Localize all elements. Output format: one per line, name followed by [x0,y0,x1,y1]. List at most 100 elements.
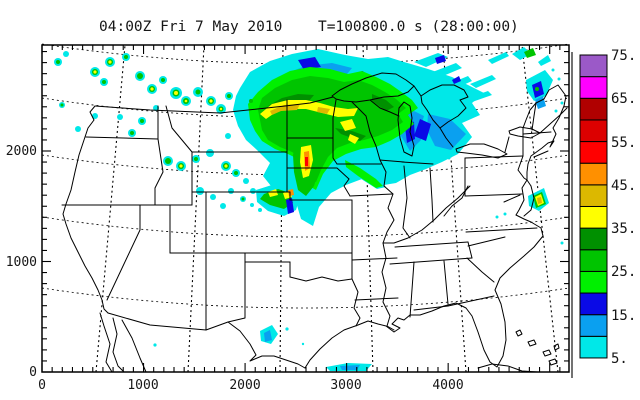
colorbar-label: 45. [611,178,636,194]
colorbar-label: 35. [611,221,636,237]
colorbar-swatch [579,270,608,294]
y-axis-labels: 0 1000 2000 [6,144,37,380]
precip-region [209,99,213,103]
colorbar-swatch [579,97,608,121]
precip-region [557,77,561,81]
x-axis-labels: 0 1000 2000 3000 4000 [38,378,464,393]
precip-region [452,76,461,84]
precip-region [447,156,451,160]
precip-region [250,203,254,207]
precip-region [102,80,106,84]
precip-region [250,188,256,194]
precip-region [512,47,531,60]
colorbar-label: 25. [611,264,636,280]
colorbar-swatch [579,162,608,186]
precip-region [488,52,509,64]
x-tick-label: 1000 [127,378,158,393]
precip-region [537,197,542,204]
precip-region [560,241,564,245]
precip-region [285,327,289,331]
plot-title-time: 04:00Z Fri 7 May 2010 [99,19,282,35]
colorbar-label: 15. [611,308,636,324]
colorbar-swatch [579,76,608,99]
colorbar-swatches [579,54,608,359]
precip-region [399,131,403,135]
precip-region [224,164,228,168]
precip-region [161,78,165,82]
precip-region [220,203,226,209]
precip-region [194,157,198,161]
x-tick-label: 3000 [330,378,361,393]
precip-region [444,76,472,91]
colorbar-swatch [579,184,608,207]
precip-region [340,119,356,131]
precip-region [435,55,446,64]
precip-region [243,178,249,184]
precip-region [348,134,359,144]
precip-region [268,189,278,197]
precip-region [258,208,262,212]
colorbar-swatch [579,227,608,251]
colorbar-label: 65. [611,91,636,107]
colorbar-swatch [579,119,608,143]
precip-region [554,109,558,113]
precip-region [286,198,294,214]
precip-region [305,157,308,166]
colorbar-swatch [579,335,608,359]
colorbar-label: 5. [611,351,628,367]
colorbar-swatch [579,205,608,229]
precip-region [153,343,157,347]
colorbar-swatch [579,314,608,337]
precip-region [225,133,231,139]
y-tick-label: 1000 [6,255,37,270]
precip-region [470,75,496,88]
colorbar-labels: 75. 65. 55. 45. 35. 25. 15. 5. [611,48,636,367]
precip-region [75,126,81,132]
precip-region [206,149,214,157]
precip-region [184,99,188,103]
precip-region [560,101,564,105]
precip-region [345,160,383,188]
precip-region [414,119,431,141]
precip-region [124,55,128,59]
precip-region [427,114,466,150]
precip-region [140,119,144,123]
precip-region [238,118,244,124]
colorbar-swatch [579,141,608,164]
precip-region [130,131,134,135]
precip-region [264,330,272,342]
precip-region [195,89,201,95]
precip-region [241,197,245,201]
precip-region [56,60,60,64]
colorbar-label: 75. [611,48,636,64]
precip-region [468,91,492,102]
precip-region [179,164,183,168]
precip-region [524,48,536,58]
colorbar-swatch [579,249,608,272]
plot-title-model-time: T=100800.0 s (28:00:00) [318,19,519,35]
precip-region [210,194,216,200]
precip-region [538,55,551,66]
precip-region [298,57,321,70]
precip-region [150,87,154,91]
precip-region [503,212,507,216]
precip-region [249,99,253,103]
precip-region [228,188,234,194]
precip-region [93,70,97,74]
precip-region [174,91,178,95]
precip-region [219,107,223,111]
precip-region [495,215,499,219]
precip-region [340,365,360,370]
precip-region [551,68,555,72]
precip-layer [54,47,564,371]
precip-region [60,103,64,107]
y-tick-label: 0 [29,365,37,380]
precip-region [535,87,539,91]
precip-region [301,342,305,346]
y-tick-label: 2000 [6,144,37,159]
colorbar-swatch [579,54,608,78]
precip-region [430,63,462,79]
colorbar-swatch [579,292,608,316]
precip-region [137,73,143,79]
